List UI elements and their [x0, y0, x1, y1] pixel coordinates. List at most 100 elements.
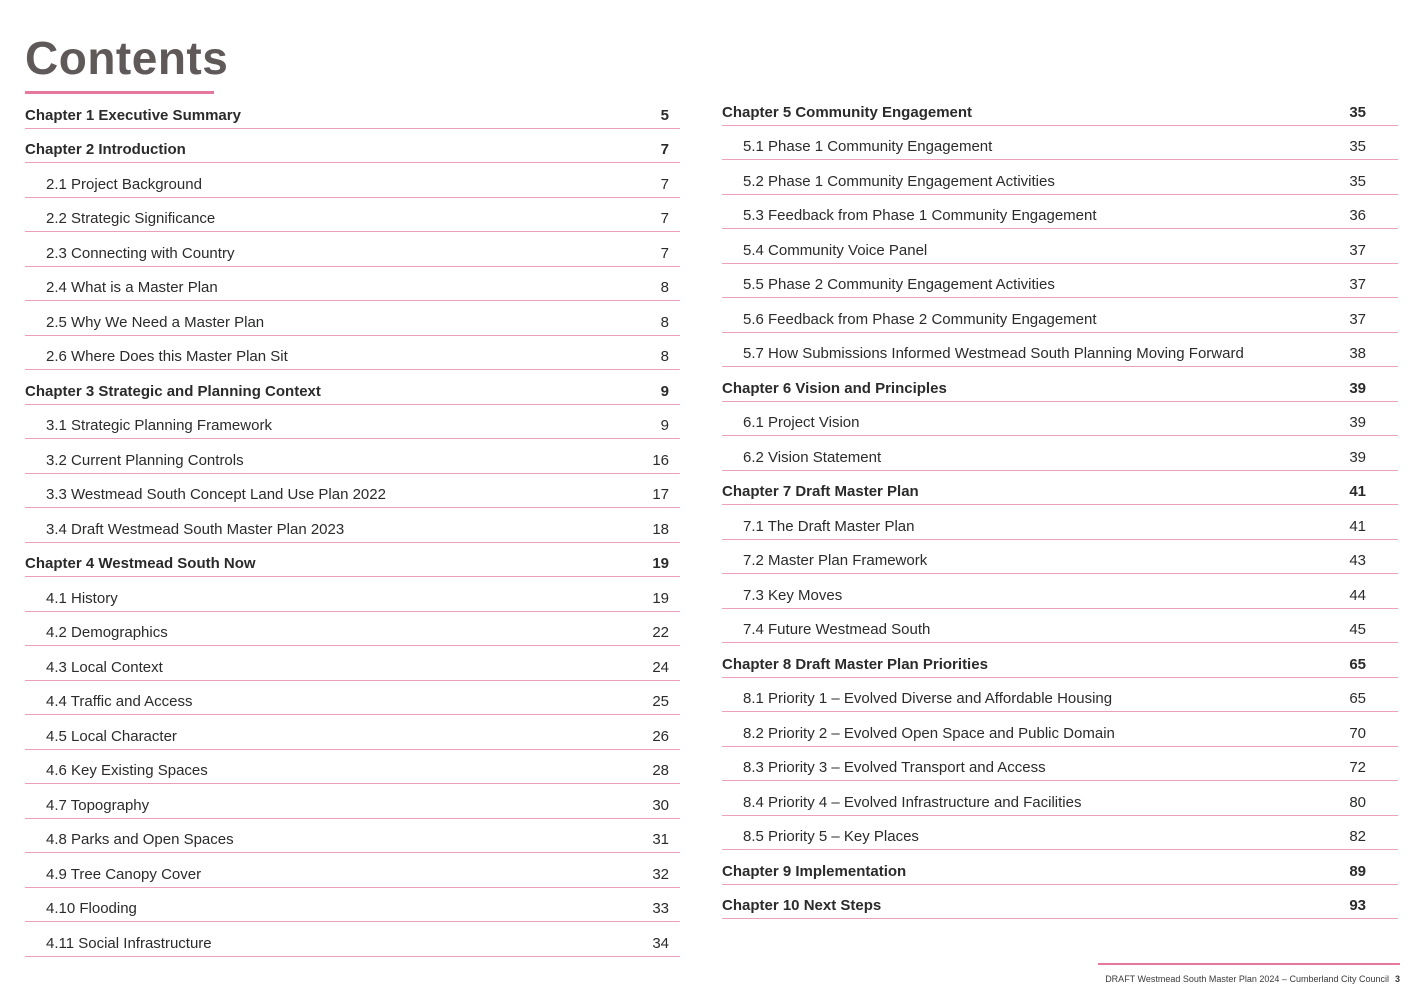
toc-entry-page-number: 41	[1349, 483, 1366, 500]
toc-entry-page-number: 7	[660, 210, 669, 227]
footer-page-number: 3	[1394, 974, 1400, 984]
toc-chapter-entry[interactable]: Chapter 10 Next Steps 93	[722, 885, 1398, 919]
toc-section-entry[interactable]: 4.9 Tree Canopy Cover 32	[25, 853, 680, 888]
toc-section-entry[interactable]: 4.10 Flooding 33	[25, 888, 680, 922]
toc-entry-page-number: 80	[1349, 793, 1366, 811]
toc-entry-title: Chapter 6 Vision and Principles	[722, 379, 947, 397]
toc-entry-title: Chapter 10 Next Steps	[722, 897, 882, 914]
toc-entry-title: Chapter 3 Strategic and Planning Context	[25, 382, 321, 400]
toc-entry-page-number: 31	[652, 831, 669, 848]
page-footer: DRAFT Westmead South Master Plan 2024 – …	[1105, 973, 1400, 985]
toc-section-entry[interactable]: 7.3 Key Moves 44	[722, 574, 1398, 609]
toc-section-entry[interactable]: 4.2 Demographics 22	[25, 612, 680, 646]
toc-entry-title: 3.2 Current Planning Controls	[46, 451, 244, 469]
toc-section-entry[interactable]: 7.2 Master Plan Framework 43	[722, 540, 1398, 574]
toc-entry-page-number: 65	[1349, 690, 1366, 707]
toc-entry-page-number: 44	[1349, 586, 1366, 604]
toc-entry-title: 2.2 Strategic Significance	[46, 210, 216, 227]
toc-entry-title: Chapter 8 Draft Master Plan Priorities	[722, 655, 988, 673]
toc-section-entry[interactable]: 5.1 Phase 1 Community Engagement 35	[722, 126, 1398, 160]
toc-chapter-entry[interactable]: Chapter 9 Implementation 89	[722, 850, 1398, 885]
toc-section-entry[interactable]: 3.3 Westmead South Concept Land Use Plan…	[25, 474, 680, 508]
toc-entry-page-number: 16	[652, 451, 669, 469]
toc-chapter-entry[interactable]: Chapter 1 Executive Summary 5	[25, 94, 680, 129]
toc-section-entry[interactable]: 5.6 Feedback from Phase 2 Community Enga…	[722, 298, 1398, 333]
toc-entry-title: Chapter 1 Executive Summary	[25, 106, 241, 124]
toc-entry-page-number: 37	[1349, 241, 1366, 259]
toc-chapter-entry[interactable]: Chapter 3 Strategic and Planning Context…	[25, 370, 680, 405]
toc-section-entry[interactable]: 8.3 Priority 3 – Evolved Transport and A…	[722, 747, 1398, 781]
toc-chapter-entry[interactable]: Chapter 7 Draft Master Plan 41	[722, 471, 1398, 505]
toc-entry-page-number: 35	[1349, 103, 1366, 121]
toc-entry-page-number: 65	[1349, 655, 1366, 673]
toc-entry-page-number: 5	[660, 106, 669, 124]
toc-section-entry[interactable]: 2.5 Why We Need a Master Plan 8	[25, 301, 680, 336]
toc-entry-title: 7.1 The Draft Master Plan	[743, 517, 915, 535]
toc-section-entry[interactable]: 2.2 Strategic Significance 7	[25, 198, 680, 232]
page-title: Contents	[25, 32, 229, 84]
toc-entry-title: 8.2 Priority 2 – Evolved Open Space and …	[743, 724, 1115, 742]
toc-section-entry[interactable]: 2.3 Connecting with Country 7	[25, 232, 680, 267]
toc-section-entry[interactable]: 5.2 Phase 1 Community Engagement Activit…	[722, 160, 1398, 195]
title-underline	[25, 91, 214, 94]
toc-entry-page-number: 19	[652, 589, 669, 607]
toc-section-entry[interactable]: 3.1 Strategic Planning Framework 9	[25, 405, 680, 439]
toc-entry-page-number: 39	[1349, 448, 1366, 466]
toc-entry-page-number: 38	[1349, 345, 1366, 362]
toc-entry-page-number: 19	[652, 555, 669, 572]
toc-section-entry[interactable]: 2.4 What is a Master Plan 8	[25, 267, 680, 301]
toc-chapter-entry[interactable]: Chapter 8 Draft Master Plan Priorities 65	[722, 643, 1398, 678]
toc-section-entry[interactable]: 2.6 Where Does this Master Plan Sit 8	[25, 336, 680, 370]
toc-section-entry[interactable]: 4.5 Local Character 26	[25, 715, 680, 750]
toc-section-entry[interactable]: 5.3 Feedback from Phase 1 Community Enga…	[722, 195, 1398, 229]
toc-section-entry[interactable]: 4.3 Local Context 24	[25, 646, 680, 681]
toc-section-entry[interactable]: 4.8 Parks and Open Spaces 31	[25, 819, 680, 853]
toc-section-entry[interactable]: 5.4 Community Voice Panel 37	[722, 229, 1398, 264]
toc-entry-page-number: 82	[1349, 828, 1366, 845]
toc-entry-title: Chapter 2 Introduction	[25, 141, 186, 158]
toc-entry-title: 4.4 Traffic and Access	[46, 693, 193, 710]
toc-section-entry[interactable]: 4.1 History 19	[25, 577, 680, 612]
toc-section-entry[interactable]: 4.6 Key Existing Spaces 28	[25, 750, 680, 784]
toc-entry-title: 2.4 What is a Master Plan	[46, 279, 218, 296]
toc-entry-title: 3.1 Strategic Planning Framework	[46, 417, 272, 434]
toc-section-entry[interactable]: 8.4 Priority 4 – Evolved Infrastructure …	[722, 781, 1398, 816]
toc-entry-page-number: 36	[1349, 207, 1366, 224]
toc-section-entry[interactable]: 4.7 Topography 30	[25, 784, 680, 819]
toc-right-column: Chapter 5 Community Engagement 35 5.1 Phas…	[722, 91, 1398, 919]
toc-section-entry[interactable]: 6.1 Project Vision 39	[722, 402, 1398, 436]
toc-entry-title: Chapter 4 Westmead South Now	[25, 555, 256, 572]
toc-section-entry[interactable]: 7.1 The Draft Master Plan 41	[722, 505, 1398, 540]
toc-section-entry[interactable]: 8.5 Priority 5 – Key Places 82	[722, 816, 1398, 850]
toc-entry-title: 5.5 Phase 2 Community Engagement Activit…	[743, 276, 1055, 293]
toc-section-entry[interactable]: 3.2 Current Planning Controls 16	[25, 439, 680, 474]
toc-left-column: Chapter 1 Executive Summary 5 Chapter 2 In…	[25, 94, 680, 957]
toc-section-entry[interactable]: 2.1 Project Background 7	[25, 163, 680, 198]
toc-chapter-entry[interactable]: Chapter 4 Westmead South Now 19	[25, 543, 680, 577]
toc-entry-title: 3.3 Westmead South Concept Land Use Plan…	[46, 486, 386, 503]
toc-entry-title: 4.6 Key Existing Spaces	[46, 762, 208, 779]
toc-entry-page-number: 26	[652, 727, 669, 745]
toc-section-entry[interactable]: 5.5 Phase 2 Community Engagement Activit…	[722, 264, 1398, 298]
toc-chapter-entry[interactable]: Chapter 2 Introduction 7	[25, 129, 680, 163]
toc-section-entry[interactable]: 4.11 Social Infrastructure 34	[25, 922, 680, 957]
toc-section-entry[interactable]: 3.4 Draft Westmead South Master Plan 202…	[25, 508, 680, 543]
toc-section-entry[interactable]: 8.2 Priority 2 – Evolved Open Space and …	[722, 712, 1398, 747]
toc-entry-title: 2.3 Connecting with Country	[46, 244, 235, 262]
toc-section-entry[interactable]: 8.1 Priority 1 – Evolved Diverse and Aff…	[722, 678, 1398, 712]
toc-chapter-entry[interactable]: Chapter 5 Community Engagement 35	[722, 91, 1398, 126]
toc-section-entry[interactable]: 6.2 Vision Statement 39	[722, 436, 1398, 471]
toc-section-entry[interactable]: 4.4 Traffic and Access 25	[25, 681, 680, 715]
toc-entry-page-number: 7	[660, 175, 669, 193]
toc-entry-title: 5.2 Phase 1 Community Engagement Activit…	[743, 172, 1055, 190]
toc-chapter-entry[interactable]: Chapter 6 Vision and Principles 39	[722, 367, 1398, 402]
footer-rule	[1098, 963, 1400, 965]
toc-entry-title: Chapter 5 Community Engagement	[722, 103, 973, 121]
toc-entry-title: 8.4 Priority 4 – Evolved Infrastructure …	[743, 793, 1082, 811]
toc-entry-page-number: 72	[1349, 759, 1366, 776]
toc-entry-page-number: 34	[652, 934, 669, 952]
toc-entry-page-number: 41	[1349, 517, 1366, 535]
toc-entry-title: 2.5 Why We Need a Master Plan	[46, 313, 265, 331]
toc-section-entry[interactable]: 7.4 Future Westmead South 45	[722, 609, 1398, 643]
toc-section-entry[interactable]: 5.7 How Submissions Informed Westmead So…	[722, 333, 1398, 367]
